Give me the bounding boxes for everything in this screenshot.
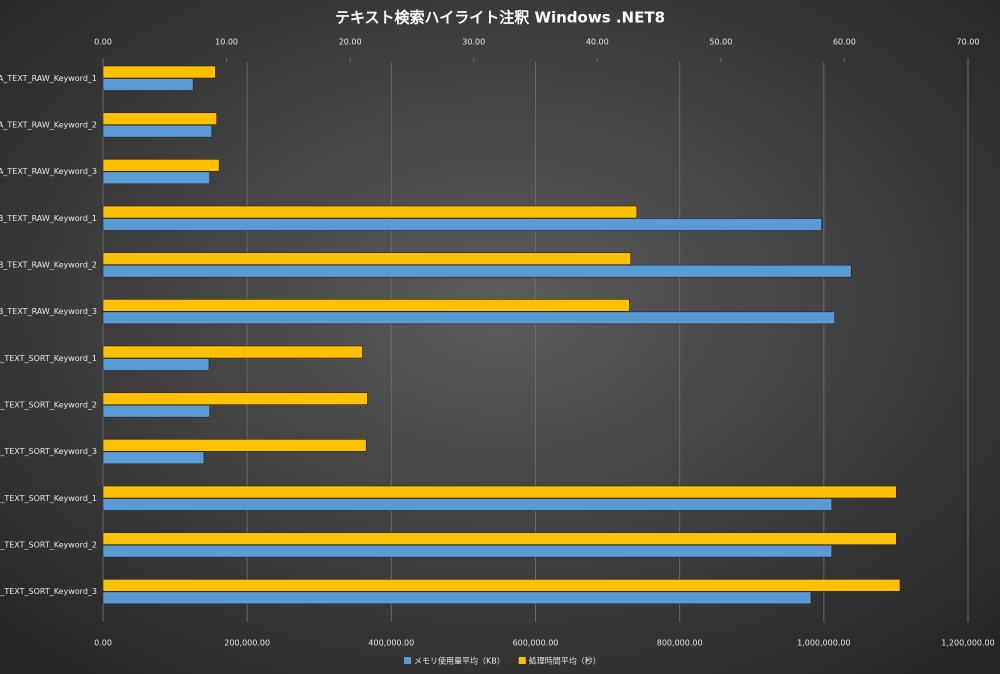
x2-tick-label: 60.00 xyxy=(833,38,856,47)
bar xyxy=(102,159,220,172)
x2-tick-label: 50.00 xyxy=(709,38,732,47)
y-tick-label: A_TEXT_SORT_Keyword_1 xyxy=(0,354,97,363)
y-tick-label: B_TEXT_RAW_Keyword_2 xyxy=(0,261,97,270)
bar xyxy=(102,404,210,418)
x2-tick-label: 10.00 xyxy=(215,38,238,47)
bar xyxy=(102,451,205,465)
legend-label: メモリ使用量平均（KB） xyxy=(414,656,505,666)
x-tick-label: 800,000.00 xyxy=(657,639,703,648)
bar xyxy=(102,439,367,452)
bar xyxy=(102,532,897,545)
chart-title: テキスト検索ハイライト注釈 Windows .NET8 xyxy=(335,9,665,27)
bar xyxy=(102,299,630,312)
x2-tick-label: 40.00 xyxy=(586,38,609,47)
bar xyxy=(102,311,835,325)
bar xyxy=(102,112,217,125)
bar xyxy=(102,358,210,371)
bar xyxy=(102,591,812,605)
bar xyxy=(102,124,213,138)
bar xyxy=(102,65,216,79)
x-tick-label: 1,200,000.00 xyxy=(941,639,994,648)
bar xyxy=(102,392,368,405)
bar xyxy=(102,579,901,592)
y-tick-label: B_TEXT_SORT_Keyword_1 xyxy=(0,494,97,503)
y-tick-label: A_TEXT_SORT_Keyword_2 xyxy=(0,401,97,410)
y-tick-label: B_TEXT_RAW_Keyword_1 xyxy=(0,214,97,223)
x-tick-label: 0.00 xyxy=(94,639,112,648)
x-tick-label: 200,000.00 xyxy=(224,639,270,648)
x-tick-label: 400,000.00 xyxy=(368,639,414,648)
legend-swatch xyxy=(518,657,526,664)
bar xyxy=(102,252,631,265)
x-tick-label: 1,000,000.00 xyxy=(797,639,850,648)
y-tick-label: A_TEXT_RAW_Keyword_1 xyxy=(0,74,97,83)
bar xyxy=(102,205,638,219)
bar xyxy=(102,78,194,91)
x2-tick-label: 20.00 xyxy=(339,38,362,47)
x2-tick-label: 70.00 xyxy=(957,38,980,47)
y-tick-label: A_TEXT_RAW_Keyword_2 xyxy=(0,121,97,130)
bar xyxy=(102,498,833,511)
y-tick-label: A_TEXT_RAW_Keyword_3 xyxy=(0,167,97,176)
bar xyxy=(102,345,363,359)
y-tick-label: B_TEXT_SORT_Keyword_2 xyxy=(0,541,97,550)
bar xyxy=(102,264,852,278)
bar xyxy=(102,218,822,231)
y-tick-label: A_TEXT_SORT_Keyword_3 xyxy=(0,447,97,456)
x-tick-label: 600,000.00 xyxy=(513,639,559,648)
x2-tick-label: 30.00 xyxy=(462,38,485,47)
y-tick-label: B_TEXT_RAW_Keyword_3 xyxy=(0,307,97,316)
bar xyxy=(102,544,833,558)
y-tick-label: B_TEXT_SORT_Keyword_3 xyxy=(0,587,97,596)
x2-tick-label: 0.00 xyxy=(94,38,112,47)
legend-label: 処理時間平均（秒） xyxy=(529,656,601,666)
legend-swatch xyxy=(404,657,411,664)
bar xyxy=(102,171,210,185)
bar xyxy=(102,485,897,499)
